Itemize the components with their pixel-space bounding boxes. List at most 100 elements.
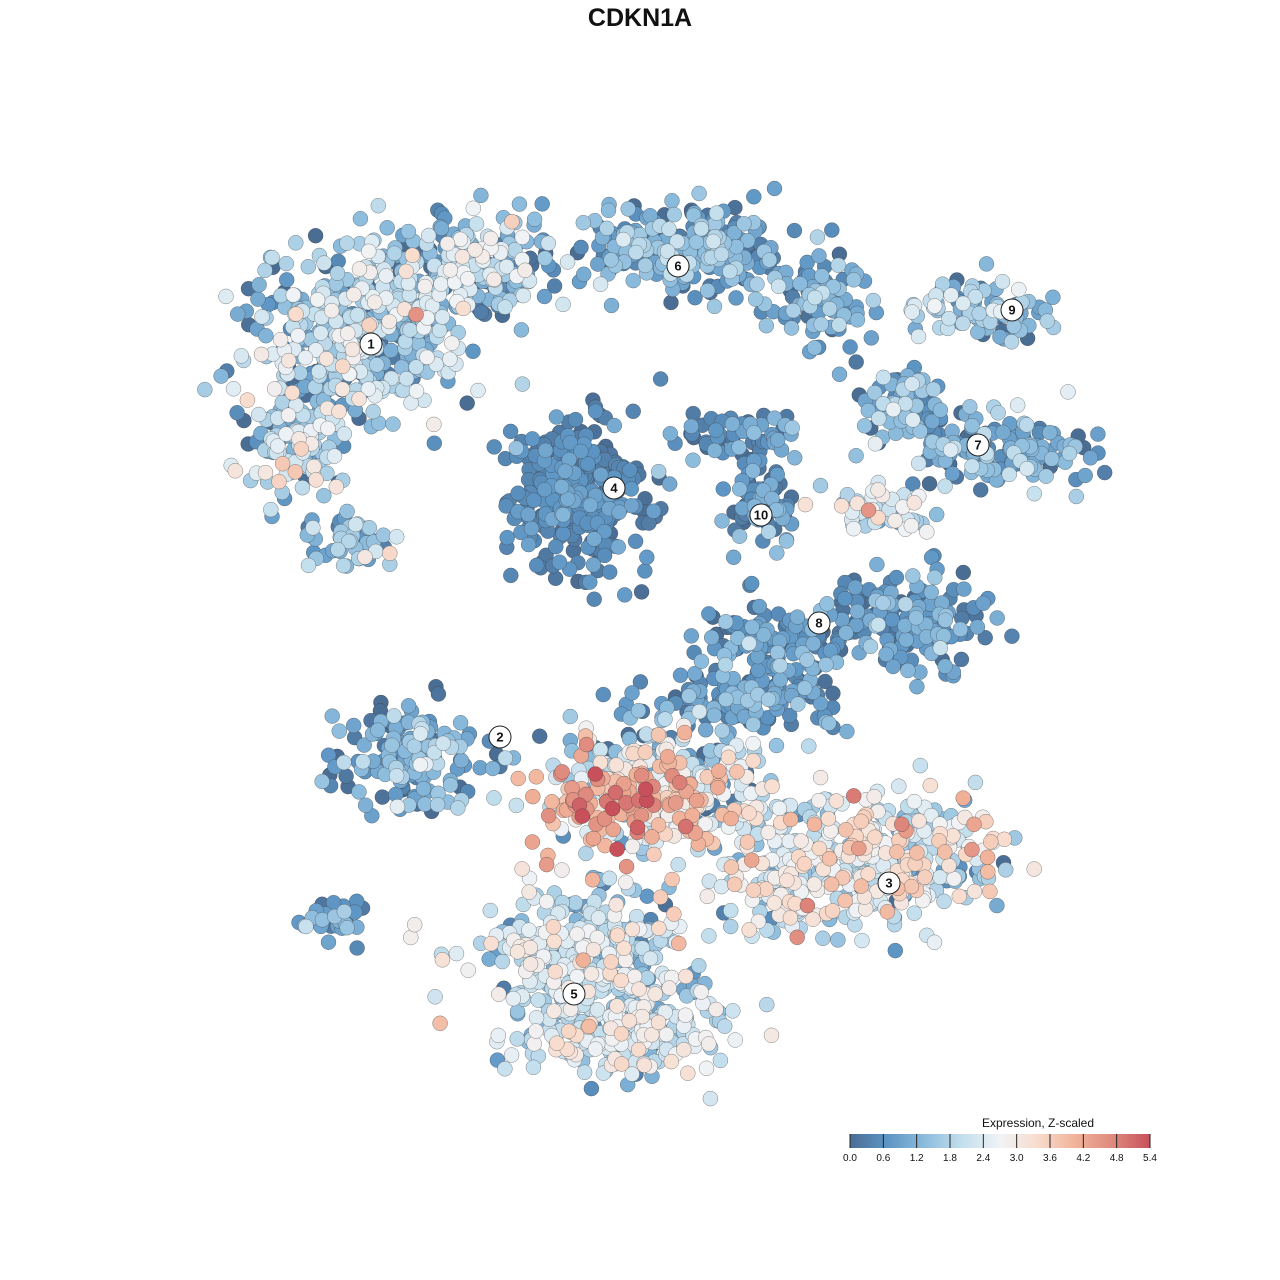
- cell-point: [714, 513, 730, 529]
- cell-point: [769, 545, 785, 561]
- cell-point: [546, 278, 563, 294]
- cell-point: [821, 715, 837, 732]
- cell-point: [510, 770, 526, 787]
- cell-point: [683, 628, 700, 644]
- cell-point: [760, 824, 777, 841]
- cell-point: [870, 616, 887, 633]
- cell-point: [749, 276, 765, 292]
- cell-point: [383, 342, 399, 359]
- cell-point: [845, 520, 862, 537]
- cell-point: [831, 366, 848, 383]
- cell-point: [828, 793, 845, 809]
- cell-point: [1077, 467, 1093, 484]
- cell-point: [349, 307, 366, 323]
- cell-point: [514, 376, 531, 392]
- cell-point: [486, 439, 502, 455]
- cell-point: [937, 658, 953, 674]
- cell-point: [688, 234, 705, 250]
- cluster-label-2: 2: [488, 725, 512, 749]
- cell-point: [811, 792, 827, 809]
- cell-point: [1026, 485, 1043, 502]
- cell-point: [693, 653, 710, 670]
- cell-point: [382, 545, 398, 562]
- cell-point: [932, 402, 949, 418]
- cell-point: [567, 895, 584, 911]
- cell-point: [642, 950, 659, 967]
- cell-point: [900, 662, 916, 679]
- cell-point: [297, 349, 314, 366]
- cell-point: [468, 216, 485, 232]
- cell-point: [952, 621, 969, 638]
- cell-point: [308, 472, 324, 488]
- cell-point: [769, 644, 786, 661]
- cell-point: [511, 196, 528, 212]
- cell-point: [772, 671, 788, 688]
- cell-point: [361, 520, 378, 536]
- cell-point: [799, 652, 815, 668]
- cell-point: [921, 475, 938, 492]
- cell-point: [326, 448, 343, 464]
- cell-point: [904, 376, 920, 392]
- cell-point: [706, 298, 723, 315]
- cell-point: [400, 698, 417, 714]
- cell-point: [731, 481, 748, 497]
- cell-point: [349, 940, 365, 956]
- cell-point: [745, 463, 761, 479]
- cell-point: [943, 287, 959, 303]
- cell-point: [491, 986, 507, 1002]
- cell-point: [624, 921, 641, 938]
- cell-point: [845, 272, 862, 288]
- cell-point: [663, 1053, 680, 1070]
- cell-point: [540, 235, 557, 252]
- cell-point: [345, 717, 362, 734]
- cell-point: [815, 930, 831, 947]
- cell-point: [781, 707, 798, 724]
- cell-point: [530, 992, 546, 1008]
- cell-point: [870, 482, 886, 498]
- cell-point: [680, 1065, 696, 1081]
- cell-point: [460, 271, 476, 287]
- cell-point: [587, 403, 604, 420]
- cell-point: [257, 262, 273, 279]
- cell-point: [980, 864, 996, 880]
- cell-point: [574, 808, 591, 824]
- cell-point: [603, 252, 619, 268]
- svg-text:1: 1: [367, 337, 374, 352]
- cell-point: [812, 769, 829, 786]
- cell-point: [971, 305, 987, 322]
- cell-point: [352, 210, 369, 227]
- cell-point: [937, 612, 954, 628]
- cell-point: [339, 325, 356, 342]
- cell-point: [782, 910, 799, 926]
- cell-point: [520, 506, 536, 523]
- cell-point: [316, 255, 332, 271]
- cell-point: [388, 529, 405, 545]
- cell-point: [633, 767, 650, 784]
- cell-point: [664, 193, 680, 209]
- cell-point: [928, 506, 945, 523]
- cell-point: [346, 286, 362, 303]
- cell-point: [853, 878, 869, 894]
- cell-point: [473, 304, 489, 320]
- cell-point: [652, 889, 669, 905]
- cell-point: [922, 777, 939, 794]
- cell-point: [509, 1031, 525, 1047]
- cell-point: [789, 609, 806, 625]
- cell-point: [490, 1027, 507, 1044]
- cell-point: [941, 310, 957, 327]
- cell-point: [666, 206, 682, 223]
- cell-point: [718, 691, 734, 708]
- cell-point: [745, 735, 761, 752]
- cell-point: [590, 910, 607, 926]
- cell-point: [524, 834, 541, 850]
- cell-point: [624, 685, 640, 701]
- cell-point: [997, 862, 1014, 878]
- cell-point: [743, 575, 760, 592]
- cell-point: [335, 557, 352, 574]
- cell-point: [739, 834, 756, 850]
- cell-point: [586, 591, 602, 607]
- cell-point: [547, 963, 564, 980]
- cell-point: [771, 800, 788, 817]
- cell-point: [786, 450, 803, 466]
- cell-point: [811, 248, 827, 264]
